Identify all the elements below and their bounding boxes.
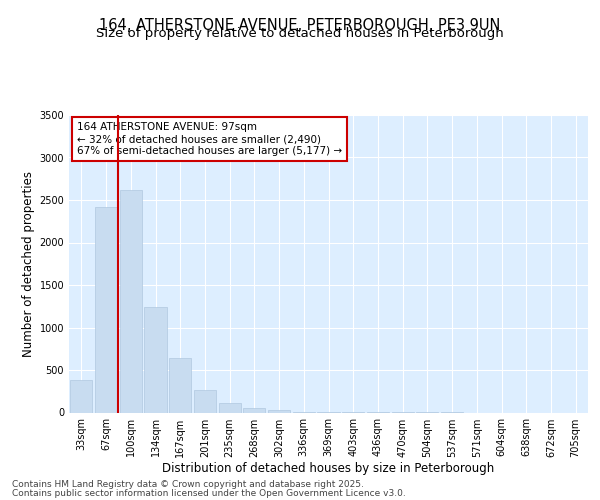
Bar [268, 410, 290, 412]
Text: 164, ATHERSTONE AVENUE, PETERBOROUGH, PE3 9UN: 164, ATHERSTONE AVENUE, PETERBOROUGH, PE… [100, 18, 500, 32]
Bar [119, 190, 142, 412]
Text: 164 ATHERSTONE AVENUE: 97sqm
← 32% of detached houses are smaller (2,490)
67% of: 164 ATHERSTONE AVENUE: 97sqm ← 32% of de… [77, 122, 342, 156]
Bar [218, 403, 241, 412]
Bar [145, 307, 167, 412]
Bar [169, 358, 191, 412]
Bar [70, 380, 92, 412]
Y-axis label: Number of detached properties: Number of detached properties [22, 171, 35, 357]
X-axis label: Distribution of detached houses by size in Peterborough: Distribution of detached houses by size … [163, 462, 494, 475]
Text: Contains public sector information licensed under the Open Government Licence v3: Contains public sector information licen… [12, 489, 406, 498]
Bar [95, 207, 117, 412]
Bar [194, 390, 216, 412]
Bar [243, 408, 265, 412]
Text: Contains HM Land Registry data © Crown copyright and database right 2025.: Contains HM Land Registry data © Crown c… [12, 480, 364, 489]
Text: Size of property relative to detached houses in Peterborough: Size of property relative to detached ho… [96, 28, 504, 40]
